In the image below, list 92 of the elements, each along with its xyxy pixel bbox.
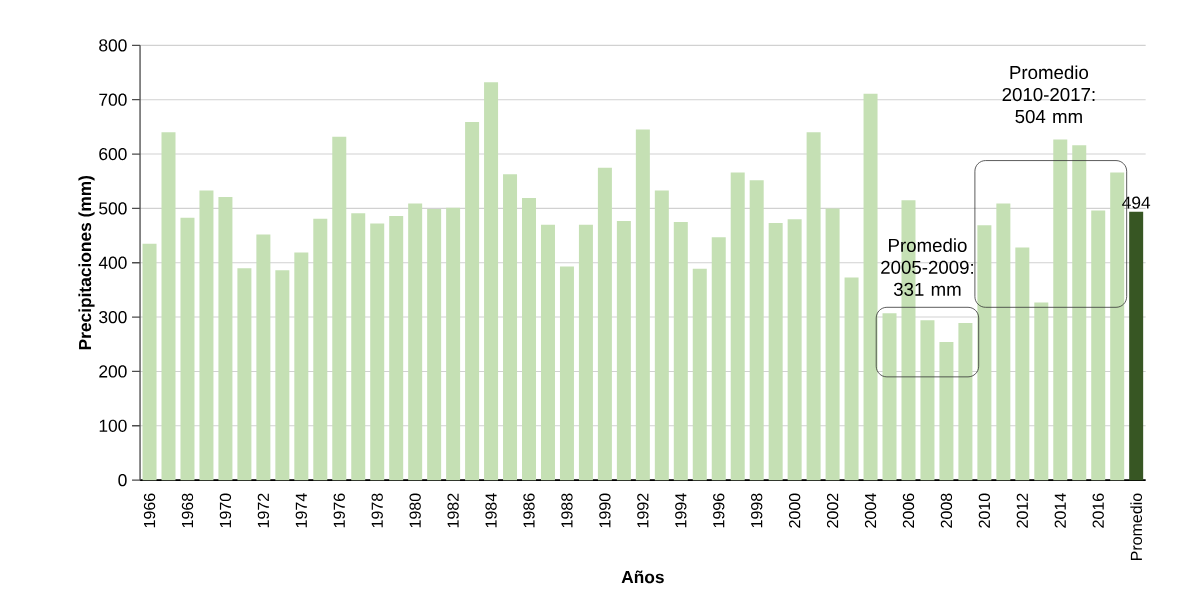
x-tick-label: 1992: [637, 493, 649, 528]
bar: [294, 252, 309, 481]
bar: [1015, 247, 1030, 481]
bar: [1072, 145, 1087, 481]
bar: [1091, 210, 1106, 481]
x-axis-title: Años: [621, 570, 664, 584]
bar: [958, 323, 973, 481]
bar: [654, 190, 669, 481]
x-tick-label: 2016: [1092, 493, 1104, 528]
x-tick-label: 2014: [1054, 493, 1066, 528]
bar: [218, 197, 233, 481]
bar: [692, 268, 707, 481]
y-tick-label: 800: [99, 39, 127, 52]
annotation: Promedio 2010-2017: 504 mm: [1002, 65, 1095, 124]
bar: [275, 270, 290, 481]
bar: [256, 234, 271, 481]
bar: [939, 342, 954, 481]
x-tick-label: 1976: [333, 493, 345, 528]
bar: [522, 198, 537, 481]
bar: [749, 180, 764, 481]
x-tick-label: 1980: [409, 493, 421, 528]
x-tick-label: 1996: [713, 493, 725, 528]
y-tick-label: 500: [99, 202, 127, 215]
bar: [635, 129, 650, 481]
data-label: 494: [1122, 196, 1151, 209]
x-tick-label: 1978: [371, 493, 383, 528]
bar: [503, 174, 518, 481]
bar: [768, 223, 783, 481]
bar: [389, 216, 404, 481]
bar: [920, 320, 935, 481]
bar: [540, 224, 555, 481]
bar: [597, 167, 612, 481]
bar: [578, 224, 593, 481]
x-tick-label: 2006: [902, 493, 915, 528]
bar: [351, 213, 366, 481]
x-tick-label: Promedio: [1130, 493, 1143, 561]
x-tick-label: 1970: [219, 493, 232, 528]
bar: [863, 93, 878, 481]
x-tick-label: 1984: [485, 493, 497, 528]
y-tick-label: 0: [118, 474, 127, 487]
bar: [806, 132, 821, 481]
bar: [825, 208, 840, 481]
bar: [559, 266, 574, 481]
y-tick-label: 100: [99, 419, 127, 432]
bar: [977, 225, 992, 481]
bar: [142, 243, 157, 481]
bar: [844, 277, 859, 481]
x-tick-label: 2010: [978, 493, 991, 528]
x-tick-label: 2004: [864, 493, 877, 528]
y-tick-label: 400: [98, 256, 127, 269]
x-tick-label: 1966: [143, 493, 156, 528]
x-tick-label: 1990: [599, 493, 611, 528]
y-tick-label: 600: [99, 147, 127, 161]
bar: [199, 190, 214, 481]
x-tick-label: 2002: [826, 493, 839, 528]
x-tick-label: 1982: [447, 493, 459, 528]
bar: [616, 220, 631, 481]
y-tick-label: 300: [99, 311, 127, 324]
bar: [313, 218, 328, 481]
bar: [996, 203, 1011, 481]
x-tick-label: 1972: [257, 493, 270, 528]
y-tick-label: 200: [99, 365, 127, 378]
bar: [161, 132, 176, 481]
bar: [1034, 302, 1049, 481]
x-tick-label: 2008: [940, 493, 953, 528]
x-tick-label: 1994: [675, 493, 687, 528]
x-tick-label: 1986: [523, 493, 535, 528]
x-tick-label: 1974: [295, 493, 307, 528]
bar: [1053, 139, 1068, 481]
x-tick-label: 1998: [751, 493, 763, 528]
x-tick-label: 1968: [181, 493, 194, 528]
bar: [465, 122, 480, 481]
bar: [237, 268, 252, 481]
x-tick-label: 2000: [788, 493, 801, 528]
y-axis-title: Precipitaciones (mm): [78, 176, 95, 350]
y-tick-label: 700: [99, 93, 127, 106]
bar: [484, 82, 499, 481]
x-tick-label: 1988: [561, 493, 573, 528]
bar: [427, 209, 442, 481]
bar: [408, 203, 423, 481]
annotation: Promedio 2005-2009: 331 mm: [881, 238, 973, 297]
bar: [882, 313, 897, 481]
bar: [787, 219, 802, 481]
bar: [446, 207, 461, 481]
bar: [673, 222, 688, 481]
bar: [180, 217, 195, 481]
bar: [711, 237, 726, 481]
x-tick-label: 2012: [1016, 493, 1028, 528]
bar: [730, 172, 745, 481]
bar: [370, 223, 385, 481]
bar: [1129, 211, 1144, 481]
bar: [332, 136, 347, 481]
